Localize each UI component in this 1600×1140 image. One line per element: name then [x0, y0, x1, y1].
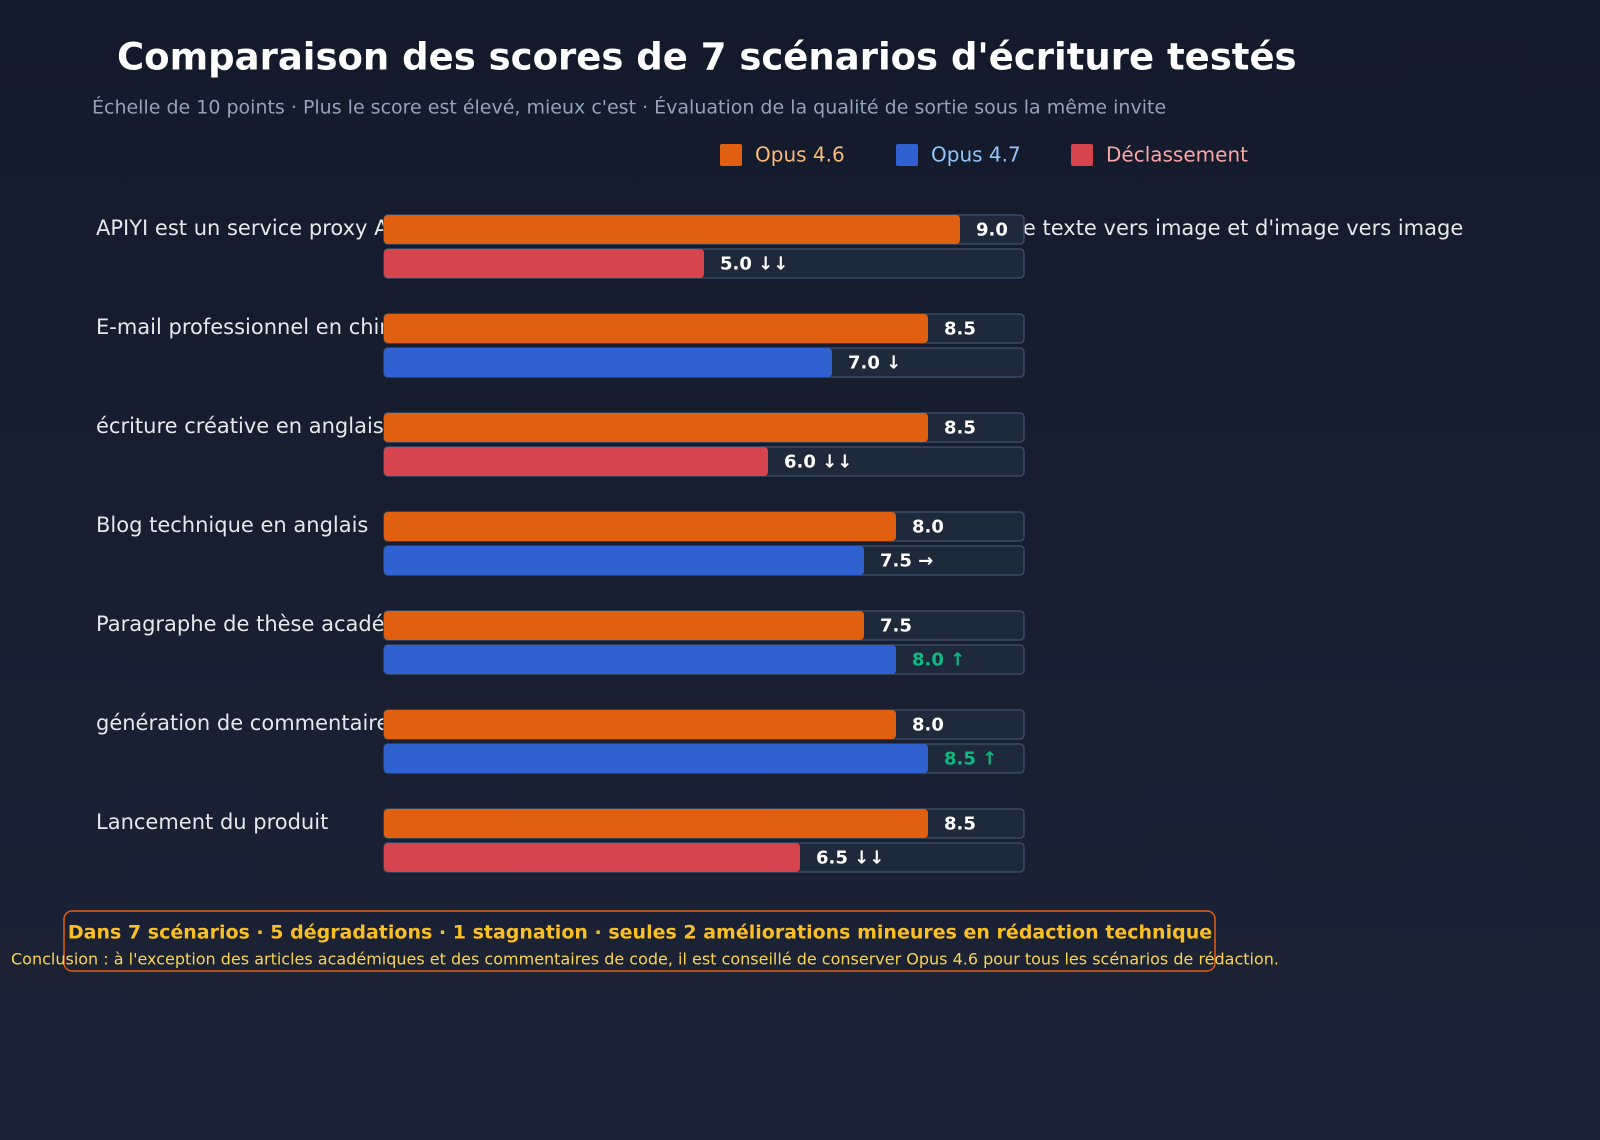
- value-label: 8.0 ↑: [912, 650, 965, 671]
- bar: [384, 546, 864, 575]
- bar: [384, 809, 928, 838]
- legend-label: Opus 4.6: [755, 143, 845, 167]
- value-label: 8.5: [944, 814, 976, 835]
- bars: 9.05.0 ↓↓8.57.0 ↓8.56.0 ↓↓8.07.5 →7.58.0…: [383, 214, 1025, 873]
- value-label: 7.5: [880, 616, 912, 637]
- legend-label: Opus 4.7: [931, 143, 1021, 167]
- value-label: 5.0 ↓↓: [720, 254, 788, 275]
- value-label: 9.0: [976, 220, 1008, 241]
- summary: Dans 7 scénarios · 5 dégradations · 1 st…: [68, 922, 1212, 944]
- legend: Opus 4.6 Opus 4.7 Déclassement: [720, 143, 1248, 167]
- value-label: 8.0: [912, 715, 944, 736]
- category-label: E-mail professionnel en chinois: [96, 315, 422, 339]
- category-label: Blog technique en anglais: [96, 513, 368, 537]
- value-label: 8.0: [912, 517, 944, 538]
- bar: [384, 413, 928, 442]
- bar: [384, 744, 928, 773]
- value-label: 8.5: [944, 418, 976, 439]
- bar: [384, 249, 704, 278]
- legend-label: Déclassement: [1106, 143, 1248, 167]
- value-label: 8.5 ↑: [944, 749, 997, 770]
- value-label: 7.5 →: [880, 551, 933, 572]
- legend-swatch: [1071, 144, 1093, 166]
- value-label: 7.0 ↓: [848, 353, 901, 374]
- legend-swatch: [720, 144, 742, 166]
- bar: [384, 314, 928, 343]
- value-label: 8.5: [944, 319, 976, 340]
- bar: [384, 348, 832, 377]
- summary-box: [63, 910, 1216, 972]
- category-label: Lancement du produit: [96, 810, 328, 834]
- bar: [384, 447, 768, 476]
- category-label: écriture créative en anglais: [96, 414, 384, 438]
- bar: [384, 710, 896, 739]
- bar: [384, 512, 896, 541]
- bar: [384, 215, 960, 244]
- conclusion: Conclusion : à l'exception des articles …: [11, 950, 1279, 969]
- bar: [384, 645, 896, 674]
- chart-subtitle: Échelle de 10 points · Plus le score est…: [92, 96, 1166, 119]
- legend-swatch: [896, 144, 918, 166]
- value-label: 6.5 ↓↓: [816, 848, 884, 869]
- value-label: 6.0 ↓↓: [784, 452, 852, 473]
- chart-title: Comparaison des scores de 7 scénarios d'…: [117, 36, 1297, 79]
- bar: [384, 843, 800, 872]
- bar: [384, 611, 864, 640]
